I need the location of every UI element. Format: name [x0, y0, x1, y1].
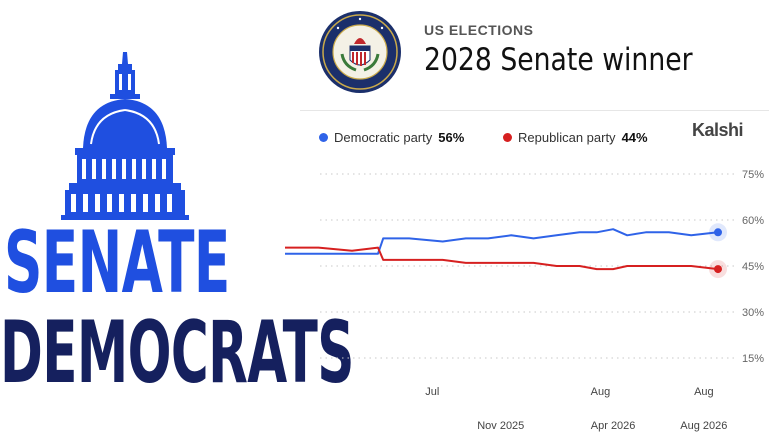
capitol-dome-icon — [61, 52, 189, 220]
legend-item-republican[interactable]: Republican party 44% — [503, 130, 648, 145]
x-tick-label: Jul — [425, 386, 439, 398]
chart-series — [285, 223, 727, 279]
y-tick-label: 60% — [742, 215, 764, 227]
legend-value-democratic: 56% — [438, 130, 465, 145]
us-senate-seal-icon — [319, 11, 401, 93]
legend-dot-democratic — [319, 133, 328, 142]
legend-label-republican: Republican party — [518, 130, 616, 145]
header-divider — [300, 110, 769, 111]
x-axis-labels: Jul Aug Aug Nov 2025 Apr 2026 Aug 2026 — [425, 386, 727, 432]
x-range-label: Apr 2026 — [591, 420, 636, 432]
series-line-republican — [285, 246, 719, 271]
x-tick-label: Aug — [694, 386, 714, 398]
legend-value-republican: 44% — [621, 130, 648, 145]
x-tick-label: Aug — [591, 386, 611, 398]
legend-dot-republican — [503, 133, 512, 142]
y-tick-label: 15% — [742, 353, 764, 365]
y-tick-label: 45% — [742, 261, 764, 273]
x-range-label: Nov 2025 — [477, 420, 524, 432]
legend-label-democratic: Democratic party — [334, 130, 433, 145]
series-endpoint-dot[interactable] — [714, 228, 722, 237]
senate-democrats-logo: SENATE DEMOCRATS — [0, 0, 372, 440]
y-tick-label: 30% — [742, 307, 764, 319]
kalshi-brand-logo: Kalshi — [692, 120, 744, 140]
chart-title: 2028 Senate winner — [424, 42, 693, 78]
series-endpoint-dot[interactable] — [714, 265, 722, 274]
y-tick-label: 75% — [742, 169, 764, 181]
category-eyebrow: US ELECTIONS — [424, 22, 534, 38]
y-axis-ticks: 75% 60% 45% 30% 15% — [742, 169, 764, 365]
legend-item-democratic[interactable]: Democratic party 56% — [319, 130, 464, 145]
x-range-label: Aug 2026 — [680, 420, 727, 432]
chart-grid — [320, 173, 738, 359]
